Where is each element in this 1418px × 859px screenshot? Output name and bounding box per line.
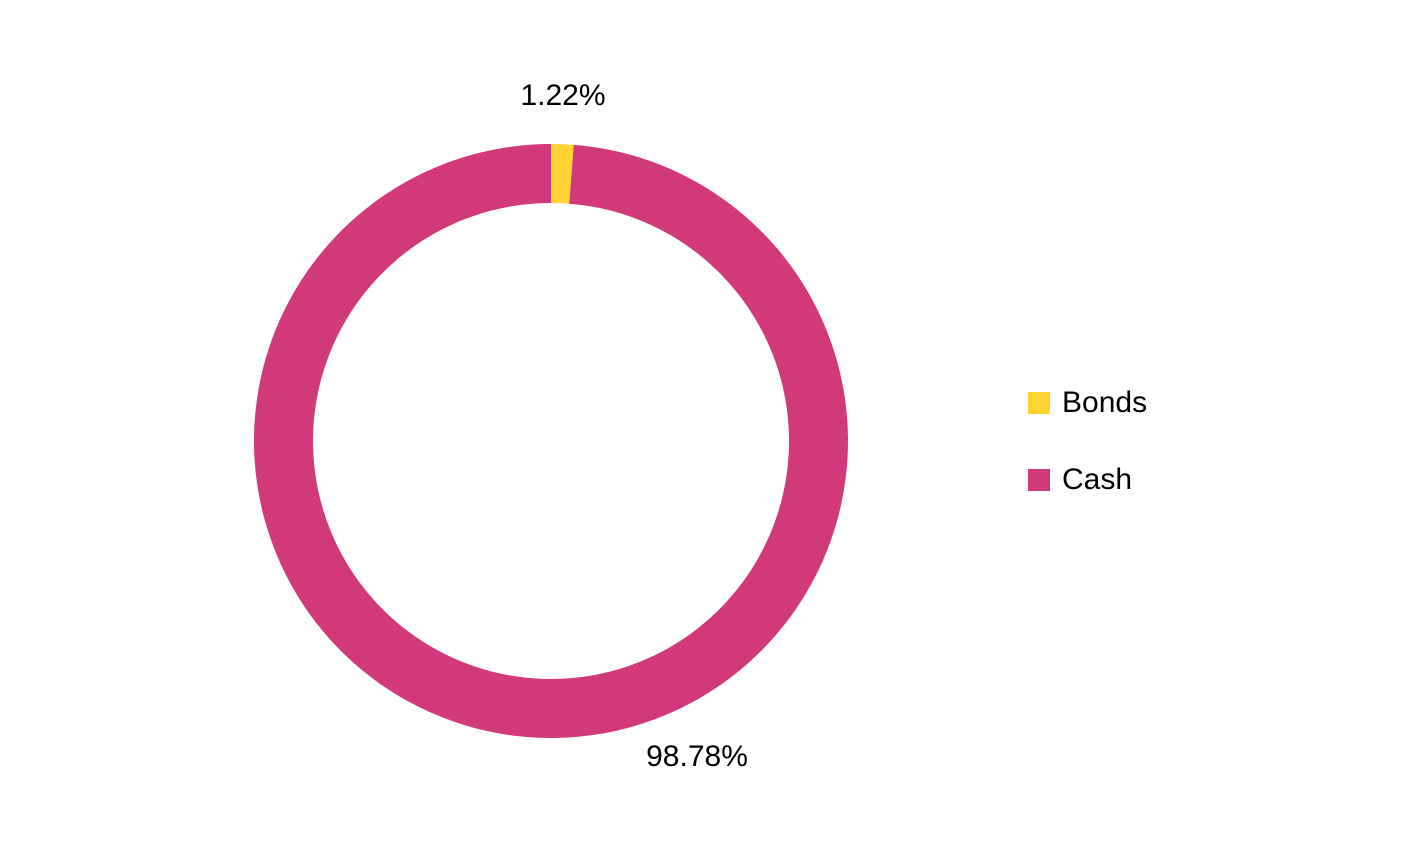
legend-label: Bonds (1062, 386, 1147, 419)
data-label: 1.22% (520, 79, 605, 112)
legend-swatch (1028, 469, 1050, 491)
legend-swatch (1028, 392, 1050, 414)
donut-segment (254, 144, 849, 739)
donut-segment (551, 144, 574, 204)
data-label: 98.78% (646, 740, 748, 773)
legend-label: Cash (1062, 463, 1132, 496)
